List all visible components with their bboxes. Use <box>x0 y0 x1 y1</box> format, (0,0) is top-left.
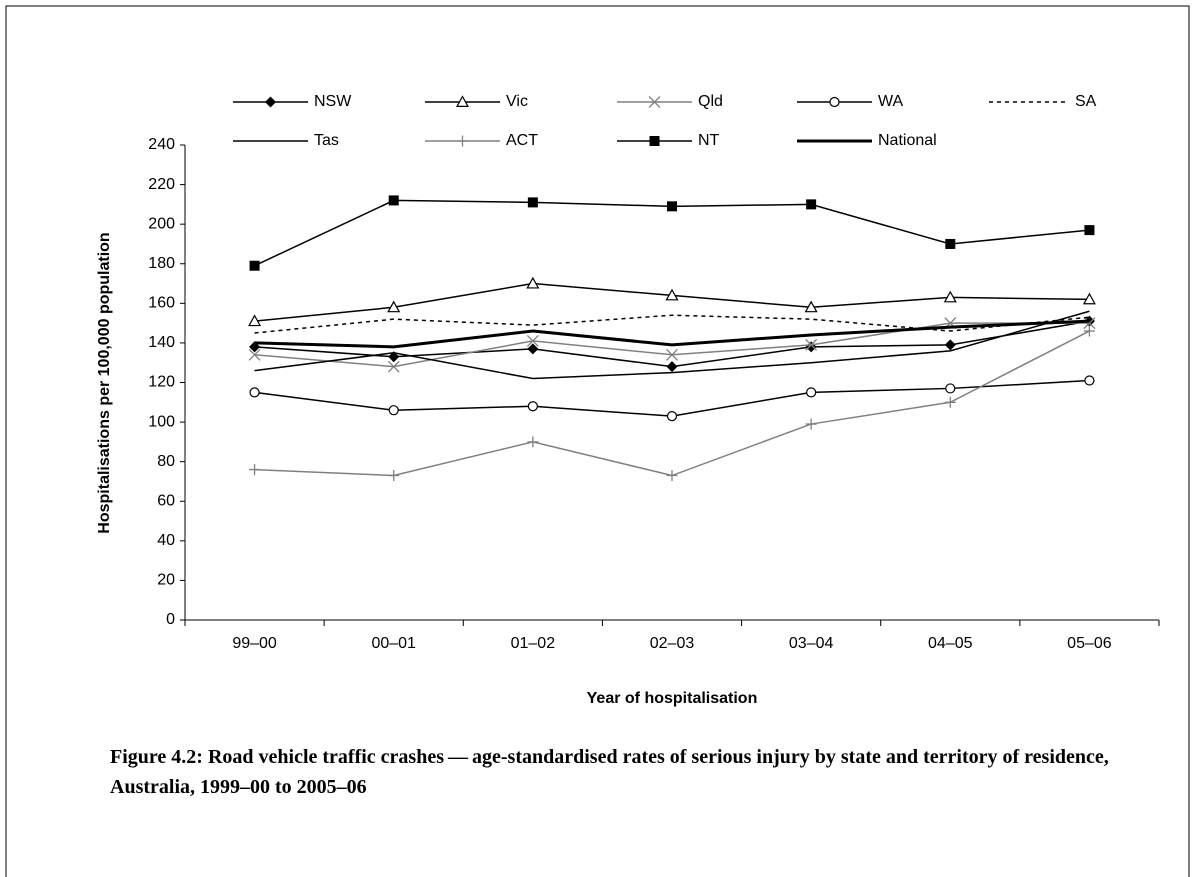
marker <box>388 195 399 206</box>
marker <box>249 260 260 271</box>
y-tick-label: 140 <box>148 334 175 351</box>
marker <box>1084 225 1095 236</box>
marker <box>527 197 538 208</box>
y-tick-label: 80 <box>157 453 175 470</box>
marker <box>388 470 400 482</box>
marker <box>388 405 399 416</box>
marker <box>387 360 400 373</box>
series-line <box>254 379 1090 417</box>
marker <box>248 314 262 327</box>
marker <box>804 300 818 313</box>
x-tick-label: 05–06 <box>1067 635 1112 652</box>
marker <box>666 411 678 422</box>
legend-label: National <box>878 132 937 149</box>
legend-label: Qld <box>698 93 723 110</box>
marker <box>945 383 956 394</box>
y-tick-label: 20 <box>157 572 175 589</box>
x-tick-label: 04–05 <box>928 635 973 652</box>
marker <box>249 387 260 398</box>
y-tick-label: 0 <box>166 611 175 628</box>
y-tick-label: 160 <box>148 295 175 312</box>
marker <box>944 339 956 351</box>
y-tick-label: 200 <box>148 215 175 232</box>
x-tick-label: 03–04 <box>789 635 834 652</box>
y-tick-label: 240 <box>148 136 175 153</box>
marker <box>526 276 540 289</box>
marker <box>805 338 818 351</box>
marker <box>527 401 538 412</box>
marker <box>806 387 817 398</box>
marker <box>1084 375 1095 386</box>
marker <box>387 300 401 313</box>
x-tick-label: 01–02 <box>511 635 556 652</box>
marker <box>667 201 677 212</box>
legend-label: Vic <box>506 93 528 110</box>
marker <box>805 341 817 353</box>
marker <box>649 136 660 146</box>
series-line <box>254 319 1090 349</box>
marker <box>648 96 661 108</box>
marker <box>829 96 840 108</box>
frame <box>5 5 1190 877</box>
marker <box>944 396 956 408</box>
legend-label: SA <box>1075 93 1097 110</box>
series-line <box>254 314 1090 334</box>
marker <box>457 135 468 147</box>
marker <box>455 95 470 107</box>
marker <box>265 96 276 108</box>
marker <box>249 341 261 353</box>
marker <box>526 334 539 347</box>
legend-label: WA <box>878 93 904 110</box>
legend-label: ACT <box>506 132 538 149</box>
marker <box>666 348 678 361</box>
marker <box>665 288 679 301</box>
y-tick-label: 100 <box>148 413 175 430</box>
marker <box>805 418 817 430</box>
y-tick-label: 220 <box>148 176 175 193</box>
marker <box>527 343 539 355</box>
caption: Figure 4.2: Road vehicle traffic crashes… <box>110 746 1109 798</box>
series-line <box>254 330 1090 477</box>
y-tick-label: 40 <box>157 532 175 549</box>
marker <box>943 290 957 303</box>
x-tick-label: 00–01 <box>371 635 416 652</box>
marker <box>806 199 817 210</box>
marker <box>666 470 678 482</box>
marker <box>666 361 678 373</box>
x-axis-label: Year of hospitalisation <box>587 690 758 707</box>
y-tick-label: 60 <box>157 492 175 509</box>
marker <box>248 348 261 361</box>
marker <box>1083 317 1096 330</box>
legend-label: NT <box>698 132 720 149</box>
marker <box>945 238 956 249</box>
legend-label: NSW <box>314 93 352 110</box>
series-line <box>254 310 1090 380</box>
marker <box>527 436 539 448</box>
y-tick-label: 120 <box>148 374 175 391</box>
marker <box>1083 325 1095 337</box>
marker <box>249 464 261 476</box>
legend-label: Tas <box>314 132 339 149</box>
marker <box>1082 292 1096 305</box>
y-tick-label: 180 <box>148 255 175 272</box>
y-axis-label: Hospitalisations per 100,000 population <box>96 232 113 533</box>
x-tick-label: 99–00 <box>232 635 277 652</box>
x-tick-label: 02–03 <box>650 635 695 652</box>
